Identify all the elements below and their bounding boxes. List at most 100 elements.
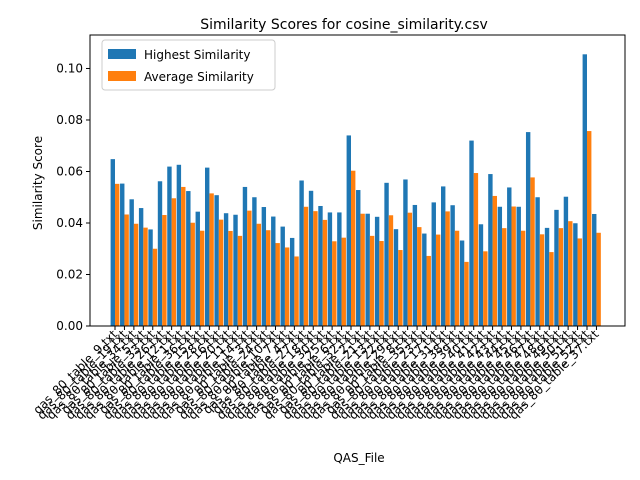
axes-frame — [89, 34, 626, 327]
bar-highest-18 — [271, 216, 276, 326]
bar-highest-24 — [327, 212, 333, 326]
legend-frame — [101, 39, 276, 91]
bar-average-10 — [199, 230, 205, 326]
y-tick-label: 0.10 — [56, 61, 83, 75]
bar-highest-34 — [422, 233, 427, 326]
bar-average-3 — [133, 223, 139, 326]
bar-average-40 — [483, 251, 488, 326]
bar-average-13 — [228, 230, 233, 326]
bar-average-18 — [275, 243, 280, 326]
bar-average-15 — [247, 210, 252, 326]
bar-highest-19 — [280, 226, 285, 326]
bar-highest-12 — [214, 195, 219, 326]
bar-highest-47 — [544, 227, 550, 326]
y-tick-label: 0.02 — [56, 267, 83, 281]
bar-highest-25 — [337, 212, 342, 326]
bar-highest-51 — [582, 54, 587, 327]
bar-highest-14 — [233, 214, 238, 326]
y-tick-label: 0.00 — [56, 319, 83, 333]
bar-average-25 — [341, 237, 346, 326]
legend: Highest Similarity Average Similarity — [101, 39, 276, 91]
bar-average-4 — [143, 227, 148, 326]
bar-average-45 — [530, 177, 535, 326]
bar-average-22 — [313, 211, 318, 326]
bar-average-30 — [388, 215, 394, 326]
bar-average-31 — [398, 250, 403, 326]
bar-highest-31 — [393, 229, 399, 326]
bar-average-46 — [539, 234, 545, 326]
bar-average-42 — [502, 228, 507, 326]
bar-highest-20 — [289, 237, 295, 326]
bar-average-27 — [360, 213, 365, 326]
bar-average-26 — [351, 170, 356, 326]
bar-average-37 — [454, 230, 460, 326]
bar-highest-35 — [431, 202, 436, 326]
bar-highest-21 — [299, 180, 304, 326]
bar-average-14 — [237, 235, 243, 326]
bar-highest-16 — [252, 197, 257, 326]
bar-highest-6 — [157, 181, 163, 326]
bar-average-50 — [577, 238, 582, 326]
bar-average-1 — [115, 183, 120, 326]
bar-average-35 — [435, 234, 441, 326]
y-tick-label: 0.06 — [56, 164, 83, 178]
bar-average-19 — [284, 247, 290, 326]
bar-highest-10 — [195, 211, 200, 326]
bar-average-33 — [417, 227, 422, 326]
y-axis: 0.00 0.02 0.04 0.06 0.08 0.10 — [56, 61, 90, 333]
bar-highest-5 — [148, 229, 153, 326]
bar-highest-39 — [469, 140, 474, 326]
bar-highest-9 — [186, 191, 191, 326]
bar-average-20 — [294, 256, 299, 326]
x-axis-label: QAS_File — [333, 451, 384, 465]
bar-highest-43 — [507, 187, 512, 326]
bar-highest-17 — [261, 207, 267, 326]
legend-label-highest: Highest Similarity — [144, 48, 250, 62]
plot-area — [89, 34, 626, 327]
y-tick-label: 0.08 — [56, 113, 83, 127]
bar-highest-37 — [450, 205, 455, 326]
bar-highest-44 — [516, 206, 521, 326]
bar-average-43 — [511, 206, 516, 326]
legend-swatch-average — [108, 71, 136, 81]
bar-highest-30 — [384, 182, 389, 326]
legend-swatch-highest — [108, 49, 136, 59]
bar-average-36 — [445, 211, 450, 326]
bar-highest-45 — [525, 132, 531, 326]
bar-highest-23 — [318, 205, 323, 326]
bar-average-7 — [171, 198, 177, 326]
bar-highest-46 — [535, 197, 540, 326]
bar-average-21 — [303, 206, 309, 326]
x-axis: qas_80_table_9.txtqas_80_table_19.txtqas… — [30, 326, 602, 422]
chart-title: Similarity Scores for cosine_similarity.… — [200, 17, 488, 33]
bar-average-41 — [492, 195, 497, 326]
bar-average-32 — [407, 212, 413, 326]
bar-average-11 — [209, 193, 214, 326]
bar-highest-8 — [176, 164, 182, 326]
bar-average-2 — [124, 214, 129, 326]
bar-average-8 — [181, 186, 186, 326]
bar-highest-41 — [488, 174, 493, 326]
bar-average-28 — [369, 235, 375, 326]
bar-average-29 — [379, 241, 384, 326]
bar-average-38 — [464, 261, 469, 326]
bar-average-34 — [426, 255, 431, 326]
bar-highest-13 — [223, 213, 229, 326]
bar-highest-29 — [374, 216, 380, 326]
bar-highest-26 — [346, 135, 351, 326]
bar-highest-38 — [459, 240, 465, 326]
bar-average-52 — [596, 232, 601, 326]
bar-average-16 — [256, 223, 261, 326]
bar-highest-3 — [129, 199, 134, 326]
y-tick-label: 0.04 — [56, 216, 83, 230]
bar-highest-40 — [478, 224, 484, 326]
y-axis-label: Similarity Score — [31, 136, 45, 230]
bar-highest-4 — [138, 208, 144, 326]
legend-label-average: Average Similarity — [144, 70, 254, 84]
bar-highest-7 — [167, 166, 172, 326]
bar-highest-49 — [563, 196, 569, 326]
bar-highest-32 — [403, 179, 408, 326]
bar-highest-33 — [412, 204, 418, 326]
bar-average-5 — [152, 248, 158, 326]
